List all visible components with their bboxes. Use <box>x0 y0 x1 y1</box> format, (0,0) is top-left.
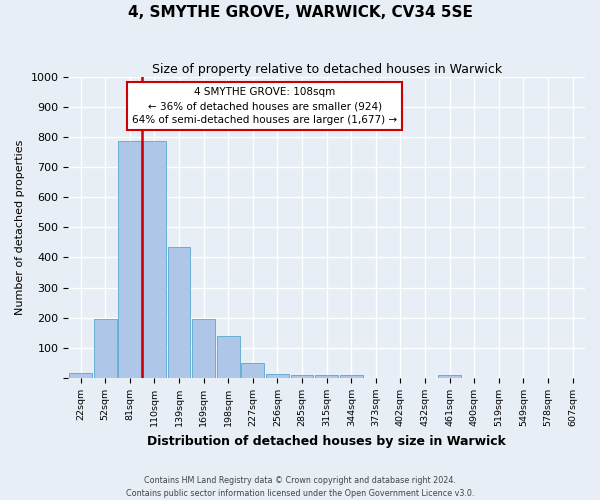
Bar <box>217 336 239 378</box>
Bar <box>69 374 92 378</box>
Text: 4 SMYTHE GROVE: 108sqm
← 36% of detached houses are smaller (924)
64% of semi-de: 4 SMYTHE GROVE: 108sqm ← 36% of detached… <box>132 87 397 125</box>
Title: Size of property relative to detached houses in Warwick: Size of property relative to detached ho… <box>152 62 502 76</box>
Bar <box>340 375 362 378</box>
Bar <box>438 375 461 378</box>
Bar <box>241 363 264 378</box>
Bar <box>94 319 116 378</box>
Bar <box>315 375 338 378</box>
Bar <box>266 374 289 378</box>
Y-axis label: Number of detached properties: Number of detached properties <box>15 140 25 315</box>
Bar <box>118 142 141 378</box>
Bar <box>167 247 190 378</box>
Text: Contains HM Land Registry data © Crown copyright and database right 2024.
Contai: Contains HM Land Registry data © Crown c… <box>126 476 474 498</box>
Bar <box>290 375 313 378</box>
Bar <box>192 319 215 378</box>
Bar <box>143 142 166 378</box>
X-axis label: Distribution of detached houses by size in Warwick: Distribution of detached houses by size … <box>147 434 506 448</box>
Text: 4, SMYTHE GROVE, WARWICK, CV34 5SE: 4, SMYTHE GROVE, WARWICK, CV34 5SE <box>128 5 472 20</box>
